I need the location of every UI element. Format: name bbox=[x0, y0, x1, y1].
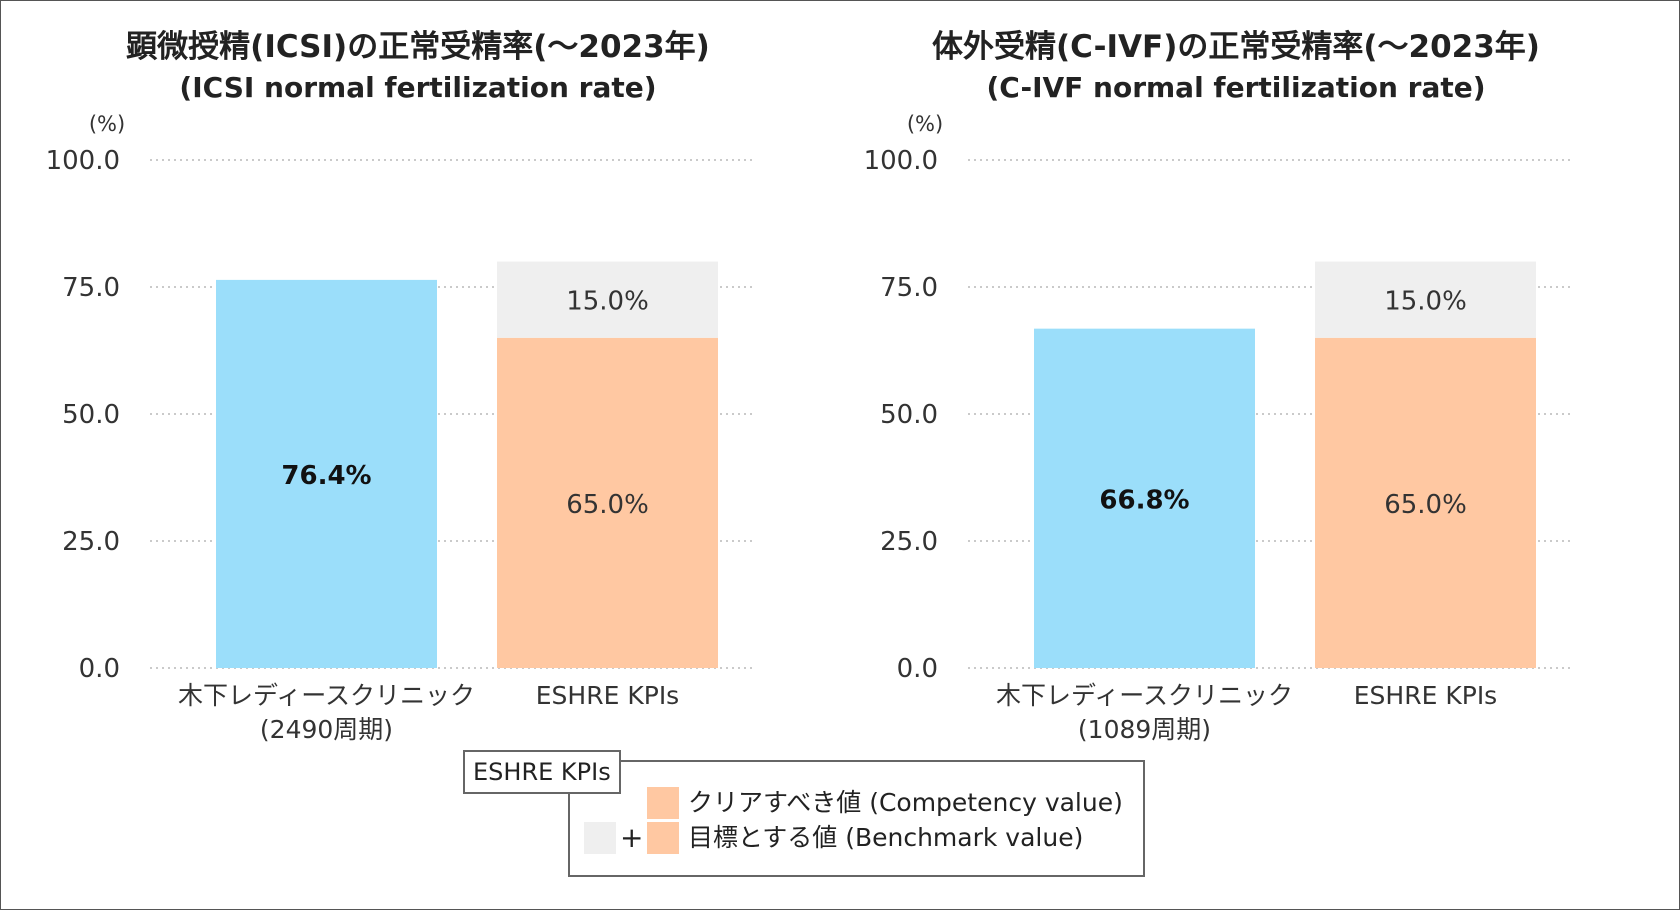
legend-label-benchmark: 目標とする値 (Benchmark value) bbox=[688, 823, 1084, 852]
chart-0-xtick-0-0: 木下レディースクリニック bbox=[178, 681, 475, 710]
chart-0-bar-competency-1 bbox=[497, 337, 718, 668]
chart-1-ytick-0: 0.0 bbox=[897, 654, 938, 684]
chart-0-data-label-clinic-0: 76.4% bbox=[281, 461, 371, 491]
chart-1-data-label-clinic-0: 66.8% bbox=[1099, 485, 1189, 515]
chart-1-ytick-1: 25.0 bbox=[880, 527, 938, 557]
chart-1-data-label-competency-1: 65.0% bbox=[1384, 490, 1467, 520]
chart-0-title: 顕微授精(ICSI)の正常受精率(〜2023年) bbox=[126, 29, 710, 65]
chart-1-bar-competency-1 bbox=[1315, 337, 1536, 668]
chart-1-bar-clinic-0 bbox=[1034, 328, 1255, 668]
chart-1-ytick-3: 75.0 bbox=[880, 273, 938, 303]
chart-0-bar-benchmark-1 bbox=[497, 261, 718, 338]
chart-1-ytick-2: 50.0 bbox=[880, 400, 938, 430]
chart-0-xtick-1-0: ESHRE KPIs bbox=[536, 681, 679, 710]
chart-1-bar-benchmark-1 bbox=[1315, 261, 1536, 338]
chart-0-ytick-0: 0.0 bbox=[79, 654, 120, 684]
legend-box: クリアすべき値 (Competency value) + 目標とする値 (Ben… bbox=[568, 760, 1145, 877]
legend-title: ESHRE KPIs bbox=[463, 750, 621, 794]
chart-0-ytick-3: 75.0 bbox=[62, 273, 120, 303]
legend-swatch-competency bbox=[647, 787, 679, 819]
chart-0-xtick-0-1: (2490周期) bbox=[260, 715, 393, 744]
chart-0-ytick-2: 50.0 bbox=[62, 400, 120, 430]
chart-1-ytick-4: 100.0 bbox=[864, 146, 938, 176]
chart-0-y-unit: (%) bbox=[89, 112, 125, 136]
chart-1-title: 体外受精(C-IVF)の正常受精率(〜2023年) bbox=[932, 29, 1540, 65]
chart-1-subtitle: (C-IVF normal fertilization rate) bbox=[986, 71, 1485, 104]
legend-plus: + bbox=[620, 821, 644, 854]
chart-1-xtick-0-0: 木下レディースクリニック bbox=[996, 681, 1293, 710]
legend-swatch-benchmark bbox=[584, 822, 616, 854]
chart-0-bar-clinic-0 bbox=[216, 279, 437, 668]
chart-0-ytick-4: 100.0 bbox=[46, 146, 120, 176]
chart-0-ytick-1: 25.0 bbox=[62, 527, 120, 557]
legend-label-competency: クリアすべき値 (Competency value) bbox=[688, 788, 1123, 817]
legend-swatch-competency-2 bbox=[647, 822, 679, 854]
chart-0-data-label-competency-1: 65.0% bbox=[566, 490, 649, 520]
chart-1-xtick-1-0: ESHRE KPIs bbox=[1354, 681, 1497, 710]
chart-1-y-unit: (%) bbox=[907, 112, 943, 136]
chart-1-data-label-benchmark-1: 15.0% bbox=[1384, 287, 1467, 317]
chart-0-subtitle: (ICSI normal fertilization rate) bbox=[179, 71, 656, 104]
chart-0-data-label-benchmark-1: 15.0% bbox=[566, 287, 649, 317]
chart-1-xtick-0-1: (1089周期) bbox=[1078, 715, 1211, 744]
